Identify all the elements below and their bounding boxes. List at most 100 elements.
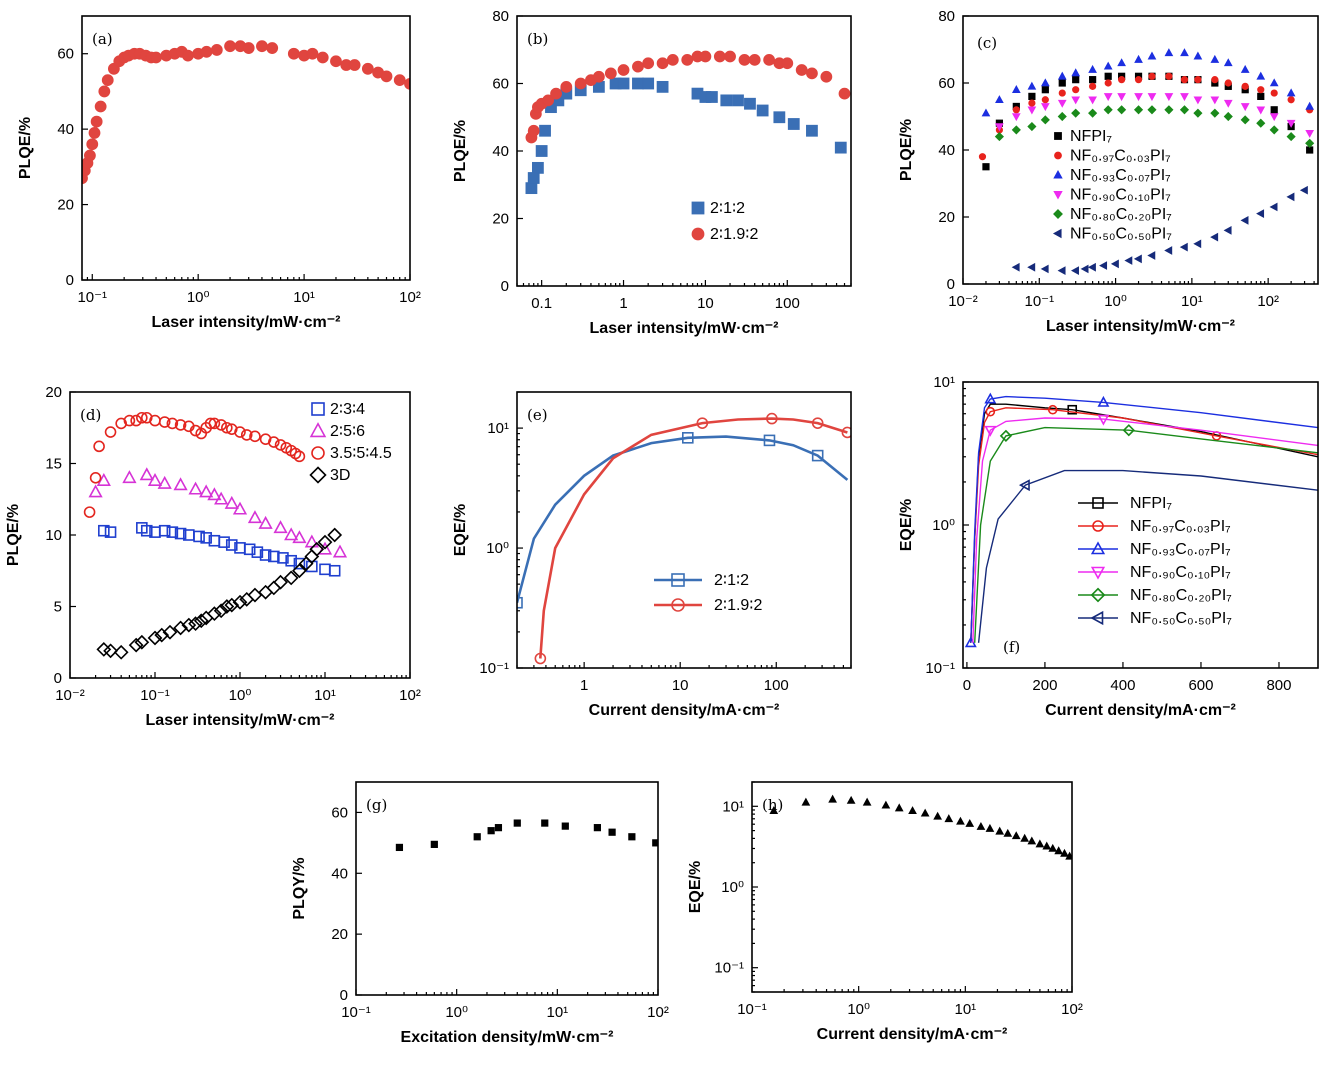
plot-frame	[81, 15, 411, 281]
legend-label: NFPI₇	[1130, 495, 1172, 512]
legend-marker	[309, 466, 327, 484]
data-point	[642, 57, 655, 70]
data-point	[1018, 479, 1030, 492]
data-point	[219, 599, 235, 614]
data-point	[862, 797, 872, 806]
y-tick-label: 40	[57, 121, 74, 138]
data-point	[811, 449, 824, 462]
x-axis-label: Excitation density/mW·cm⁻²	[401, 1029, 614, 1046]
data-point	[944, 814, 954, 823]
data-point	[1057, 111, 1067, 122]
data-point	[1223, 111, 1233, 122]
data-point	[1071, 266, 1079, 275]
data-point	[317, 534, 333, 550]
x-tick-label: 10⁻¹	[1024, 293, 1054, 310]
plot-area	[83, 411, 348, 660]
data-point	[1117, 93, 1126, 102]
data-point	[150, 51, 162, 64]
data-point	[84, 149, 96, 162]
data-point	[881, 800, 891, 809]
data-point	[393, 74, 406, 87]
legend-marker	[1090, 587, 1106, 603]
y-tick-label: 60	[492, 76, 509, 93]
series-line	[539, 417, 848, 659]
data-point	[1071, 108, 1081, 118]
panel-label: (f)	[1003, 638, 1020, 656]
data-point	[128, 637, 144, 653]
legend-label: 3.5∶5∶4.5	[330, 445, 392, 462]
series-line	[974, 426, 1318, 643]
data-point	[214, 491, 229, 505]
data-point	[985, 406, 996, 417]
data-point	[98, 85, 111, 98]
data-point	[766, 412, 778, 425]
y-tick-label: 10¹	[933, 374, 955, 391]
data-point	[1040, 115, 1050, 125]
data-point	[319, 563, 331, 576]
data-point	[1028, 92, 1036, 100]
data-point	[1210, 54, 1220, 63]
data-point	[1193, 108, 1203, 118]
legend-marker	[671, 598, 685, 612]
x-axis-label: Laser intensity/mW·cm⁻²	[1046, 318, 1235, 335]
data-point	[140, 524, 153, 537]
legend-label: NF₀.₉₀C₀.₁₀PI₇	[1070, 187, 1171, 204]
data-point	[1080, 264, 1089, 274]
x-tick-label: 10⁰	[847, 1001, 870, 1018]
legend: 2∶3∶4 2∶5∶6 3.5∶5∶4.5 3D	[309, 401, 392, 484]
data-point	[965, 818, 975, 827]
data-point	[1164, 246, 1173, 255]
data-point	[259, 549, 272, 561]
data-point	[1224, 79, 1232, 87]
y-tick-label: 20	[492, 211, 509, 228]
panel-h: 10⁻¹ 10⁰ 10¹ 10² 10⁻¹ 10⁰ 10¹ Current density/m…	[687, 781, 1083, 1043]
data-point	[361, 62, 374, 75]
data-point	[1012, 106, 1020, 114]
x-tick-label: 10⁻¹	[341, 1004, 371, 1021]
data-point	[985, 823, 995, 832]
data-point	[1257, 86, 1265, 94]
x-tick-label: 10¹	[314, 687, 336, 704]
data-point	[173, 620, 188, 636]
data-point	[920, 808, 930, 817]
y-tick-label: 10¹	[722, 798, 744, 815]
data-point	[1088, 108, 1098, 118]
data-point	[487, 827, 495, 835]
x-tick-label: 10²	[647, 1004, 669, 1021]
data-point	[561, 822, 569, 830]
data-point	[593, 824, 601, 832]
data-point	[293, 450, 306, 463]
data-point	[1134, 76, 1143, 84]
data-point	[247, 587, 263, 603]
data-point	[535, 145, 548, 157]
data-point	[1104, 72, 1112, 80]
legend: NFPI₇ NF₀.₉₇C₀.₀₃PI₇ NF₀.₉₃C₀.₀₇PI₇ NF₀.₉₀C…	[1052, 128, 1172, 243]
data-point	[232, 594, 248, 610]
data-point	[273, 574, 288, 590]
data-point	[781, 57, 794, 70]
legend-label: NF₀.₈₀C₀.₂₀PI₇	[1130, 587, 1232, 604]
data-point	[1241, 82, 1249, 90]
plot-frame	[516, 391, 852, 669]
data-point	[1071, 68, 1081, 77]
data-point	[224, 495, 239, 509]
data-point	[699, 50, 712, 63]
data-point	[327, 527, 343, 543]
data-point	[162, 624, 178, 640]
data-point	[1122, 424, 1135, 437]
legend-label: 2∶5∶6	[330, 423, 365, 440]
legend: 2∶1∶2 2∶1.9∶2	[691, 200, 758, 243]
data-point	[199, 484, 214, 498]
data-point	[1011, 85, 1021, 93]
legend-label: 3D	[330, 467, 350, 484]
data-point	[617, 77, 630, 90]
y-tick-label: 80	[492, 8, 509, 25]
data-point	[207, 606, 222, 622]
data-point	[724, 50, 736, 63]
data-point	[1020, 833, 1030, 842]
data-point	[981, 108, 991, 117]
data-point	[1027, 262, 1036, 272]
data-point	[820, 70, 833, 83]
data-point	[348, 59, 361, 71]
data-point	[811, 417, 824, 429]
